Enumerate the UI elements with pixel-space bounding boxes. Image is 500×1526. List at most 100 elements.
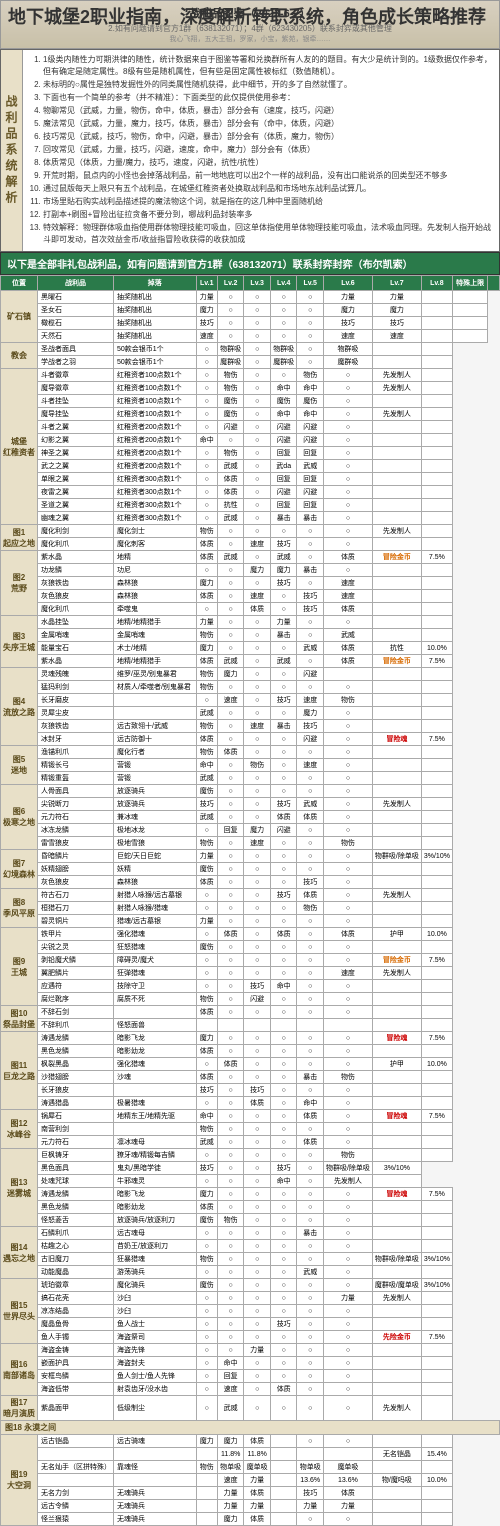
- data-cell: 金属哨魂: [38, 629, 114, 642]
- data-cell: 先发制人: [372, 408, 421, 421]
- data-cell: [452, 291, 487, 304]
- data-cell: 力量: [323, 291, 372, 304]
- data-cell: ○: [244, 1305, 271, 1318]
- data-cell: 11.8%: [244, 1448, 271, 1461]
- data-cell: [421, 447, 452, 460]
- data-cell: 技巧: [270, 1318, 297, 1331]
- data-cell: [372, 1266, 421, 1279]
- data-cell: [270, 1435, 297, 1448]
- data-cell: 枫裂黑晶: [38, 1058, 114, 1071]
- data-cell: ○: [323, 1097, 372, 1110]
- data-cell: ○: [244, 798, 271, 811]
- data-cell: ○: [217, 720, 244, 733]
- data-cell: ○: [244, 343, 271, 356]
- table-row: 搞石花壳沙臼○○○○○力量先发制人: [1, 1292, 500, 1305]
- data-cell: 无名铠晶: [372, 1448, 421, 1461]
- data-cell: 物伤: [196, 668, 217, 681]
- table-row: 灵犀尘皮武威○○○魔力○: [1, 707, 500, 720]
- data-cell: 魔力: [270, 564, 297, 577]
- data-cell: 地精/地精猎手: [114, 655, 197, 668]
- table-row: 图7幻境森林昏暗鳞片巨蛇/天日巨蛇力量○○○○○物群吸/除单吸3%/10%: [1, 850, 500, 863]
- data-cell: 3%/10%: [421, 850, 452, 863]
- data-cell: 命中: [196, 434, 217, 447]
- data-cell: 物伤: [196, 746, 217, 759]
- data-cell: [421, 525, 452, 538]
- data-cell: [372, 772, 421, 785]
- data-cell: 魔力: [196, 1032, 217, 1045]
- data-cell: 古旧魔刀: [38, 1253, 114, 1266]
- table-row: 魔导挂坠红稚资者100点数1个○魔伤○命中命中○先发制人: [1, 408, 500, 421]
- data-cell: [452, 304, 487, 317]
- data-cell: ○: [323, 941, 372, 954]
- analysis-label: 战利品系统解析: [1, 50, 23, 251]
- data-cell: [372, 1019, 421, 1032]
- data-cell: ○: [196, 473, 217, 486]
- data-cell: 物伤: [196, 1253, 217, 1266]
- data-cell: 魔化利爪: [38, 538, 114, 551]
- data-cell: 速度: [217, 1383, 244, 1396]
- table-row: 碧灵铜片猎魂/远古墓银力量○○○○○: [1, 915, 500, 928]
- data-cell: ○: [196, 1227, 217, 1240]
- data-cell: [114, 694, 197, 707]
- data-cell: [217, 1019, 244, 1032]
- data-cell: 黑色龙鳞: [38, 1045, 114, 1058]
- data-cell: 强化猎魂: [114, 1058, 197, 1071]
- data-cell: ○: [217, 1084, 244, 1097]
- data-cell: ○: [270, 369, 297, 382]
- analysis-item: 未标明的○属性是独特发掘性外的同类属性随机获得，此中细节，开的多了自然就懂了。: [43, 79, 493, 91]
- data-cell: 低级制尘: [114, 1396, 197, 1421]
- data-cell: 牵噬鬼: [114, 603, 197, 616]
- data-cell: ○: [297, 837, 324, 850]
- data-cell: 物伤: [217, 447, 244, 460]
- data-cell: ○: [244, 395, 271, 408]
- data-cell: 回复: [297, 473, 324, 486]
- data-cell: ○: [217, 1318, 244, 1331]
- data-cell: ○: [217, 733, 244, 746]
- data-cell: [372, 1006, 421, 1019]
- data-cell: ○: [297, 1513, 324, 1526]
- analysis-item: 特效解释：物理群体吸血指使用群体物理技能可吸血，回这单体指使用单体物理技能可吸血…: [43, 222, 493, 246]
- table-row: 灰色狼皮森林狼体质○速度○技巧速度: [1, 590, 500, 603]
- table-row: 冰封牙远古防御十体质○○○闪避○冒险魂7.5%: [1, 733, 500, 746]
- data-cell: [421, 486, 452, 499]
- data-cell: ○: [297, 1149, 324, 1162]
- table-row: 元力符石兼冰魂武威○○体质体质○: [1, 811, 500, 824]
- table-row: 南营利剑物伤○○○○○: [1, 1123, 500, 1136]
- data-cell: [372, 603, 421, 616]
- data-cell: ○: [217, 902, 244, 915]
- data-cell: [421, 694, 452, 707]
- data-cell: 物伤: [244, 759, 271, 772]
- data-cell: [372, 941, 421, 954]
- data-cell: [372, 1201, 421, 1214]
- data-cell: 3%/10%: [421, 1279, 452, 1292]
- data-cell: 力量: [217, 1500, 244, 1513]
- data-cell: 护甲: [372, 928, 421, 941]
- data-cell: ○: [244, 1149, 271, 1162]
- data-cell: ○: [244, 629, 271, 642]
- data-cell: ○: [244, 1110, 271, 1123]
- data-cell: 沙臼: [114, 1305, 197, 1318]
- data-cell: [421, 1500, 452, 1513]
- data-cell: ○: [270, 746, 297, 759]
- data-cell: [114, 1474, 197, 1487]
- data-cell: 魔群吸: [323, 356, 372, 369]
- data-cell: [421, 889, 452, 902]
- data-cell: 森林狼: [114, 577, 197, 590]
- data-cell: 冒险魂: [372, 1032, 421, 1045]
- table-row: 猛犸利剑材质人/牵噬者/别鬼暴君物伤○○○○○: [1, 681, 500, 694]
- data-cell: 力量: [196, 291, 217, 304]
- table-row: 应遇符技除守卫○○技巧命中○○: [1, 980, 500, 993]
- table-row: 图13迷雾城巨枫铸牙獠牙魂/精锻每吉鳞○○○○○物伤: [1, 1149, 500, 1162]
- data-cell: 红稚资者300点数1个: [114, 512, 197, 525]
- data-cell: [421, 577, 452, 590]
- map-cell: 图3失序王城: [1, 616, 38, 668]
- data-cell: [372, 434, 421, 447]
- data-cell: ○: [196, 1331, 217, 1344]
- data-cell: [421, 993, 452, 1006]
- table-row: 魔导徽章红稚资者100点数1个○物伤○命中命中○先发制人: [1, 382, 500, 395]
- data-cell: 技巧: [244, 1084, 271, 1097]
- column-header: 战利品: [38, 276, 114, 291]
- data-cell: ○: [323, 1344, 372, 1357]
- table-row: 神圣之翼红稚资者200点数1个○物伤○回复回复○: [1, 447, 500, 460]
- data-cell: ○: [196, 889, 217, 902]
